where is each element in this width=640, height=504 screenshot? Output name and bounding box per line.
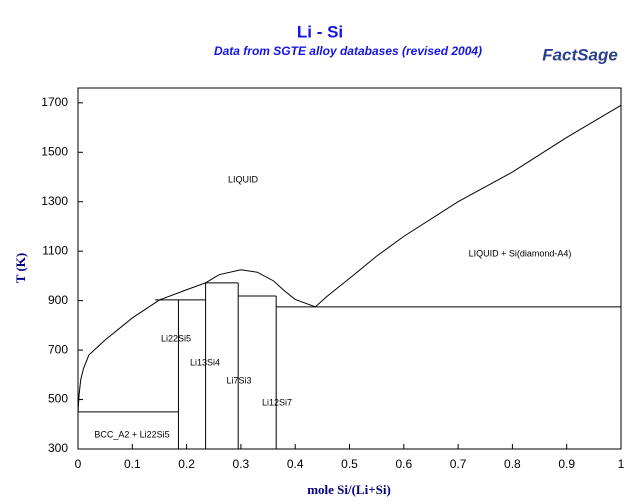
y-tick-label: 300 bbox=[48, 441, 68, 455]
y-tick-label: 1300 bbox=[41, 194, 68, 208]
y-tick-label: 1700 bbox=[41, 95, 68, 109]
y-tick-label: 700 bbox=[48, 342, 68, 356]
x-tick-label: 0.3 bbox=[233, 457, 250, 471]
phase-boundary bbox=[77, 104, 622, 412]
x-tick-label: 0.7 bbox=[450, 457, 467, 471]
plot-frame bbox=[77, 87, 622, 450]
y-tick-label: 1100 bbox=[42, 243, 68, 257]
chart-title: Li - Si bbox=[297, 22, 343, 41]
phase-label: Li13Si4 bbox=[190, 357, 220, 367]
x-tick-label: 1 bbox=[618, 457, 625, 471]
x-tick-label: 0.9 bbox=[558, 457, 575, 471]
logo: FactSage bbox=[542, 45, 618, 64]
phase-label: LIQUID bbox=[228, 174, 259, 184]
y-axis-label: T (K) bbox=[13, 253, 28, 283]
y-tick-label: 900 bbox=[48, 293, 68, 307]
x-tick-label: 0.6 bbox=[395, 457, 412, 471]
y-tick-label: 500 bbox=[48, 392, 68, 406]
y-tick-label: 1500 bbox=[41, 144, 68, 158]
x-tick-label: 0.1 bbox=[124, 457, 141, 471]
phase-label: LIQUID + Si(diamond-A4) bbox=[469, 248, 572, 258]
x-tick-label: 0.5 bbox=[341, 457, 358, 471]
x-tick-label: 0.4 bbox=[287, 457, 304, 471]
phase-label: Li7Si3 bbox=[226, 375, 251, 385]
x-tick-label: 0.2 bbox=[178, 457, 195, 471]
chart-subtitle: Data from SGTE alloy databases (revised … bbox=[214, 44, 482, 58]
phase-label: Li12Si7 bbox=[262, 397, 292, 407]
x-tick-label: 0.8 bbox=[504, 457, 521, 471]
phase-label: BCC_A2 + Li22Si5 bbox=[94, 429, 169, 439]
x-tick-label: 0 bbox=[75, 457, 82, 471]
x-axis-label: mole Si/(Li+Si) bbox=[307, 482, 391, 497]
phase-label: Li22Si5 bbox=[161, 333, 191, 343]
